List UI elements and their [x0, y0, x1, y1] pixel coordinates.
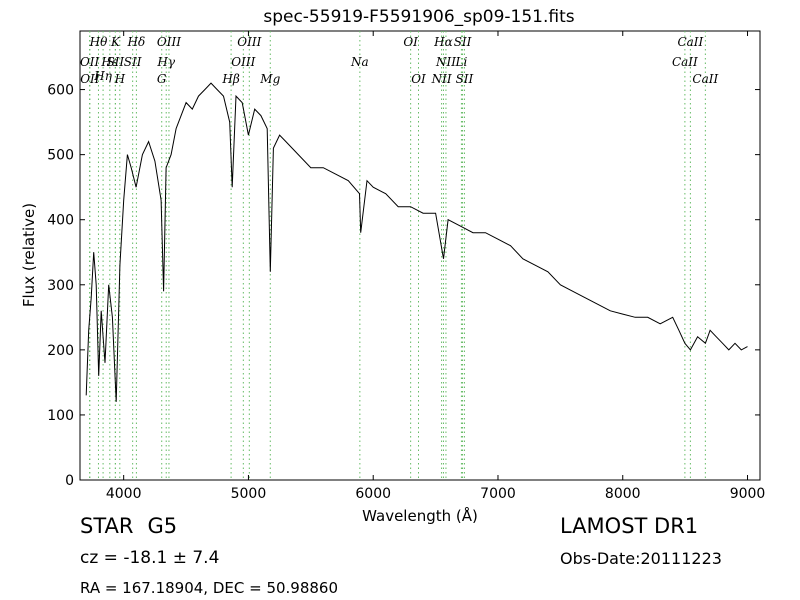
line-markers [89, 31, 706, 480]
y-tick-label-5: 500 [47, 148, 74, 164]
line-label-9: SII [124, 55, 142, 69]
y-axis: 0 100 200 300 400 500 600 [47, 83, 760, 489]
line-label-21: Hα [433, 35, 453, 49]
y-tick-label-3: 300 [47, 278, 74, 294]
line-label-17: Na [350, 55, 369, 69]
line-label-14: OIII [231, 55, 255, 69]
line-label-27: CaII [677, 35, 703, 49]
line-label-16: Mg [259, 72, 280, 86]
line-label-28: CaII [692, 72, 718, 86]
line-label-12: OIII [157, 35, 181, 49]
x-tick-label-0: 4000 [106, 486, 142, 502]
plot-area: OIIOIIHθHηHεKSIIHHδSIIGHγOIIIHβOIIIOIIIM… [79, 30, 761, 481]
line-label-13: Hβ [221, 72, 239, 86]
x-tick-label-3: 7000 [480, 486, 516, 502]
line-label-25: SII [456, 72, 474, 86]
spectrum-line [85, 82, 748, 402]
x-tick-label-4: 8000 [605, 486, 641, 502]
object-subclass: G5 [147, 514, 178, 538]
line-label-10: G [157, 72, 167, 86]
x-tick-label-1: 5000 [231, 486, 267, 502]
line-label-7: H [114, 72, 126, 86]
line-label-3: Hη [93, 69, 112, 83]
y-axis-label: Flux (relative) [20, 203, 38, 307]
line-label-5: K [110, 35, 121, 49]
object-type: STAR [80, 514, 134, 538]
line-label-19: OI [411, 72, 426, 86]
line-label-18: OI [403, 35, 418, 49]
line-label-8: Hδ [127, 35, 146, 49]
y-tick-label-4: 400 [47, 213, 74, 229]
line-label-23: SII [454, 35, 472, 49]
line-label-11: Hγ [156, 55, 175, 69]
line-label-15: OIII [237, 35, 261, 49]
line-label-0: OII [80, 55, 100, 69]
line-label-26: CaII [672, 55, 698, 69]
y-tick-label-6: 600 [47, 83, 74, 99]
line-label-1: OII [80, 72, 100, 86]
observation-date: Obs-Date:20111223 [560, 549, 722, 568]
coordinates-line: RA = 167.18904, DEC = 50.98860 [80, 579, 339, 597]
y-tick-label-1: 100 [47, 408, 74, 424]
plot-frame [79, 30, 761, 481]
x-axis-label: Wavelength (Å) [362, 506, 478, 525]
line-label-6: SII [106, 55, 124, 69]
line-label-20: NII [431, 72, 452, 86]
line-label-4: Hε [100, 55, 118, 69]
y-tick-label-0: 0 [65, 473, 74, 489]
line-label-22: NII [435, 55, 456, 69]
line-labels: OIIOIIHθHηHεKSIIHHδSIIGHγOIIIHβOIIIOIIIM… [80, 35, 719, 86]
x-tick-label-2: 6000 [355, 486, 391, 502]
y-tick-label-2: 200 [47, 343, 74, 359]
line-label-2: Hθ [89, 35, 108, 49]
object-classification: STAR G5 [80, 514, 177, 538]
line-label-24: Li [455, 55, 468, 69]
chart-title: spec-55919-F5591906_sp09-151.fits [263, 7, 574, 27]
x-tick-label-5: 9000 [730, 486, 766, 502]
redshift-line: cz = -18.1 ± 7.4 [80, 548, 220, 568]
x-axis: 4000 5000 6000 7000 8000 9000 [106, 31, 765, 502]
survey-name: LAMOST DR1 [560, 514, 699, 538]
